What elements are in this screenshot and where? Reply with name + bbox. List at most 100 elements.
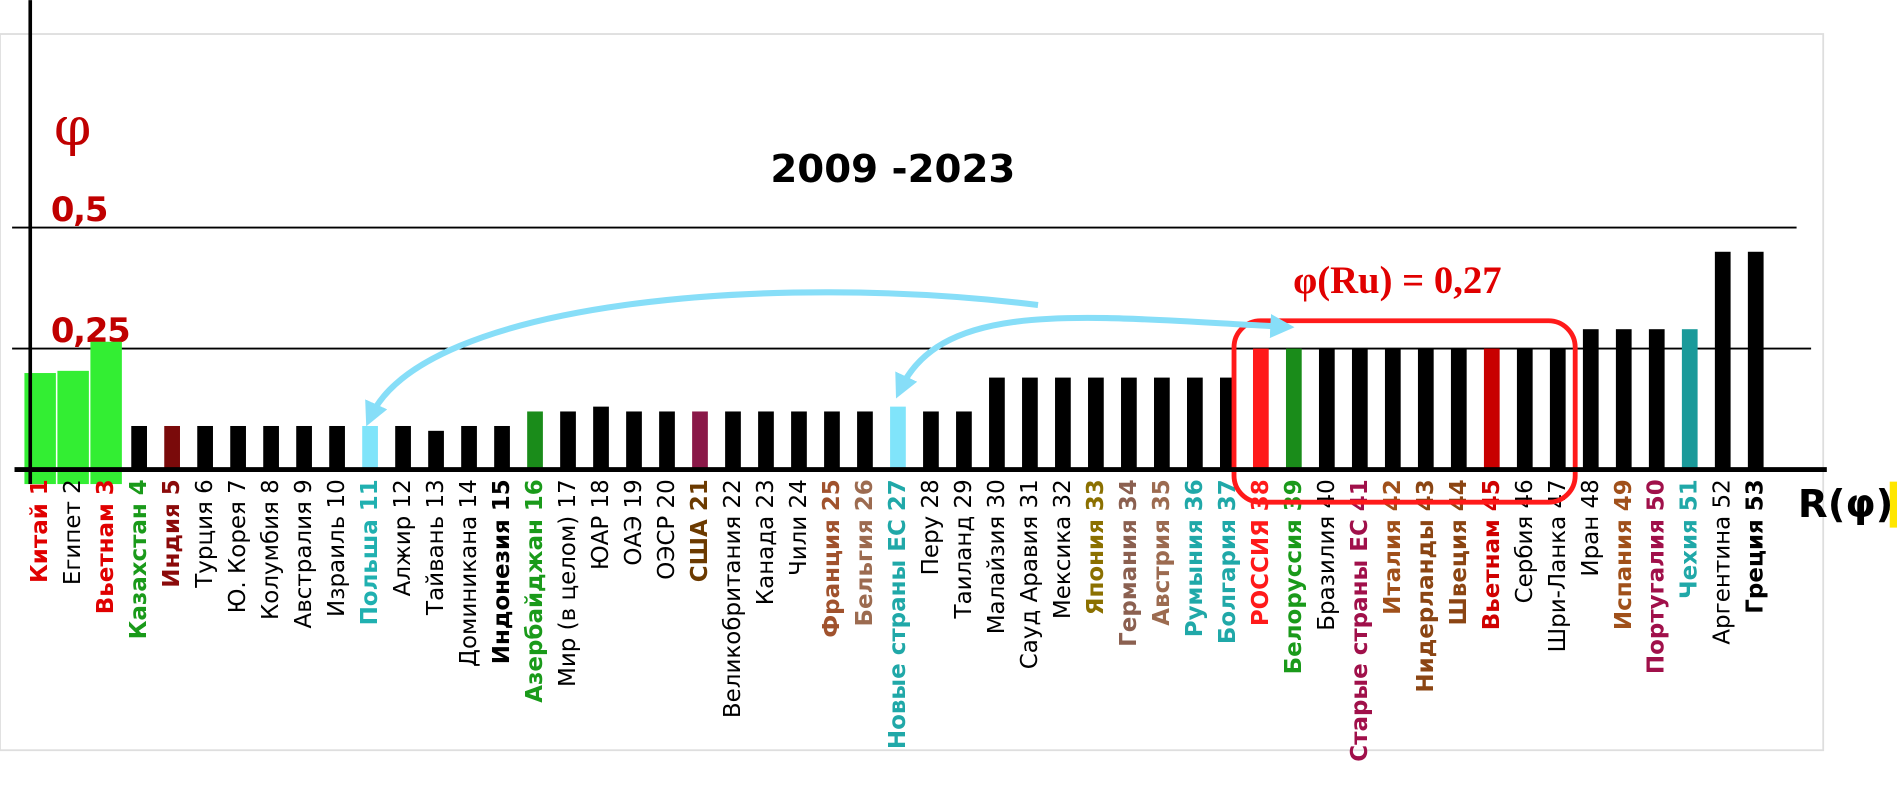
arrow xyxy=(895,313,1295,399)
x-tick-label: Великобритания 22 xyxy=(720,479,746,718)
bar xyxy=(890,406,906,470)
bar xyxy=(395,425,411,470)
bar xyxy=(1318,348,1335,470)
bar xyxy=(956,411,972,470)
bar xyxy=(989,377,1005,470)
x-tick-label: Перу 28 xyxy=(918,479,944,575)
highlight xyxy=(1889,481,1897,528)
x-tick-label: Румыния 36 xyxy=(1182,479,1208,637)
x-tick-label: Нидерланды 43 xyxy=(1413,479,1439,692)
bar xyxy=(164,425,180,470)
x-tick-label: ЮАР 18 xyxy=(588,479,614,570)
x-tick-label: Италия 42 xyxy=(1380,479,1406,615)
frame xyxy=(0,33,1825,752)
x-tick-label: Сербия 46 xyxy=(1512,479,1538,603)
x-tick-label: Мир (в целом) 17 xyxy=(555,479,581,687)
x-tick-label: Старые страны ЕС 41 xyxy=(1347,479,1373,761)
x-tick-label: Таиланд 29 xyxy=(951,479,977,619)
annotation: φ(Ru) = 0,27 xyxy=(1293,260,1502,302)
x-tick-label: Азербайджан 16 xyxy=(522,479,548,703)
x-tick-label: Турция 6 xyxy=(192,479,218,589)
bar xyxy=(758,411,774,470)
bar xyxy=(1384,348,1401,470)
x-tick-label: Сауд Аравия 31 xyxy=(1017,479,1043,669)
x-tick-label: Чехия 51 xyxy=(1677,479,1703,599)
x-tick-label: Аргентина 52 xyxy=(1710,479,1736,644)
x-tick-label: Казахстан 4 xyxy=(126,479,152,639)
bar xyxy=(1417,348,1434,470)
bar xyxy=(1450,348,1467,470)
bar xyxy=(494,425,510,470)
label-highlight xyxy=(57,370,89,485)
x-tick-label: Португалия 50 xyxy=(1644,479,1670,674)
y-axis-label: φ xyxy=(54,96,91,158)
x-tick-label: Индонезия 15 xyxy=(489,479,515,664)
bar xyxy=(1154,377,1170,470)
bar xyxy=(560,411,576,470)
x-axis-label: R(φ) xyxy=(1798,482,1893,527)
bar xyxy=(230,425,246,470)
bar xyxy=(1615,329,1632,470)
x-tick-label: Канада 23 xyxy=(753,479,779,605)
bar xyxy=(362,425,378,470)
x-tick-label: Иран 48 xyxy=(1578,479,1604,576)
bar xyxy=(1285,348,1302,470)
x-tick-label: Мексика 32 xyxy=(1050,479,1076,619)
x-tick-label: Шри-Ланка 47 xyxy=(1545,479,1571,652)
label-highlight xyxy=(90,341,122,485)
chart-title: 2009 -2023 xyxy=(770,147,1015,192)
bar xyxy=(527,411,543,470)
bar xyxy=(131,425,147,470)
x-tick-label: ОАЭ 19 xyxy=(621,479,647,565)
bar xyxy=(428,430,444,470)
bar xyxy=(1681,329,1698,470)
bar xyxy=(857,411,873,470)
x-tick-label: Австрия 35 xyxy=(1149,479,1175,625)
bar xyxy=(1516,348,1533,470)
bar xyxy=(1121,377,1137,470)
bar xyxy=(296,425,312,470)
bar xyxy=(725,411,741,470)
x-tick-label: США 21 xyxy=(687,479,713,582)
x-tick-label: Новые страны ЕС 27 xyxy=(885,479,911,749)
bar xyxy=(1714,251,1731,470)
bar xyxy=(824,411,840,470)
bar xyxy=(626,411,642,470)
x-tick-label: Германия 34 xyxy=(1116,479,1142,647)
x-tick-label: Малайзия 30 xyxy=(984,479,1010,634)
bar xyxy=(461,425,477,470)
bar xyxy=(329,425,345,470)
bar xyxy=(1549,348,1566,470)
bar xyxy=(1747,251,1764,470)
bar xyxy=(1022,377,1038,470)
x-tick-label: Алжир 12 xyxy=(390,479,416,596)
x-tick-label: Колумбия 8 xyxy=(258,479,284,620)
bar xyxy=(263,425,279,470)
bar xyxy=(197,425,213,470)
x-tick-label: Индия 5 xyxy=(159,479,185,587)
x-tick-label: Япония 33 xyxy=(1083,479,1109,615)
x-tick-label: Испания 49 xyxy=(1611,479,1637,630)
x-tick-label: Доминикана 14 xyxy=(456,479,482,667)
x-tick-label: Тайвань 13 xyxy=(423,479,449,616)
x-tick-label: Китай 1 xyxy=(27,479,53,583)
bar xyxy=(923,411,939,470)
x-tick-label: Ю. Корея 7 xyxy=(225,479,251,613)
highlight-box xyxy=(1231,318,1578,505)
x-tick-label: Белоруссия 39 xyxy=(1281,479,1307,674)
x-tick-label: Франция 25 xyxy=(819,479,845,637)
x-tick-label: Греция 53 xyxy=(1743,479,1769,613)
bar xyxy=(1055,377,1071,470)
bar xyxy=(659,411,675,470)
bar xyxy=(1088,377,1104,470)
x-tick-label: Польша 11 xyxy=(357,479,383,625)
x-tick-label: Вьетнам 3 xyxy=(93,479,119,614)
x-tick-label: Египет 2 xyxy=(60,479,86,585)
arrow xyxy=(365,289,1039,427)
bar xyxy=(692,411,708,470)
x-tick-label: Бельгия 26 xyxy=(852,479,878,626)
bar xyxy=(1187,377,1203,470)
bar xyxy=(1351,348,1368,470)
